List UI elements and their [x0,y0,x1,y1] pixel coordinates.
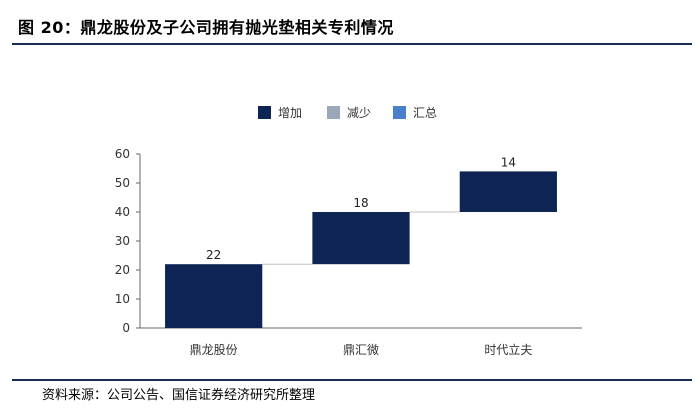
y-tick-label: 60 [115,147,130,161]
legend-label-1: 增加 [278,106,302,120]
bar-2 [312,212,410,265]
data-label-3: 14 [501,155,516,169]
chart-legend: 增加 减少 汇总 [258,106,437,120]
title-bar: 图 20：鼎龙股份及子公司拥有抛光垫相关专利情况 [0,0,700,45]
y-tick-label: 30 [115,234,130,248]
source-divider [12,379,692,381]
x-axis-labels: 鼎龙股份 鼎汇微 时代立夫 [190,342,533,357]
y-tick-label: 10 [115,292,130,306]
source-note: 资料来源：公司公告、国信证券经济研究所整理 [42,388,316,403]
y-tick-label: 50 [115,176,130,190]
data-labels: 22 18 14 [206,155,516,262]
y-tick-label: 0 [122,321,130,335]
data-label-2: 18 [353,196,368,210]
legend-swatch-3 [393,106,406,119]
legend-swatch-1 [258,106,271,119]
x-tick-label-3: 时代立夫 [484,342,532,357]
bar-3 [459,171,557,212]
legend-swatch-2 [327,106,340,119]
y-tick-label: 40 [115,205,130,219]
data-label-1: 22 [206,248,221,262]
bar-1 [165,264,263,328]
x-tick-label-2: 鼎汇微 [343,343,379,357]
title-divider [12,43,692,45]
x-tick-label-1: 鼎龙股份 [190,343,238,357]
y-tick-label: 20 [115,263,130,277]
legend-label-3: 汇总 [413,106,437,120]
figure-title: 图 20：鼎龙股份及子公司拥有抛光垫相关专利情况 [18,18,394,37]
connector-lines [262,211,460,265]
bars [165,171,557,328]
legend-label-2: 减少 [347,106,371,120]
